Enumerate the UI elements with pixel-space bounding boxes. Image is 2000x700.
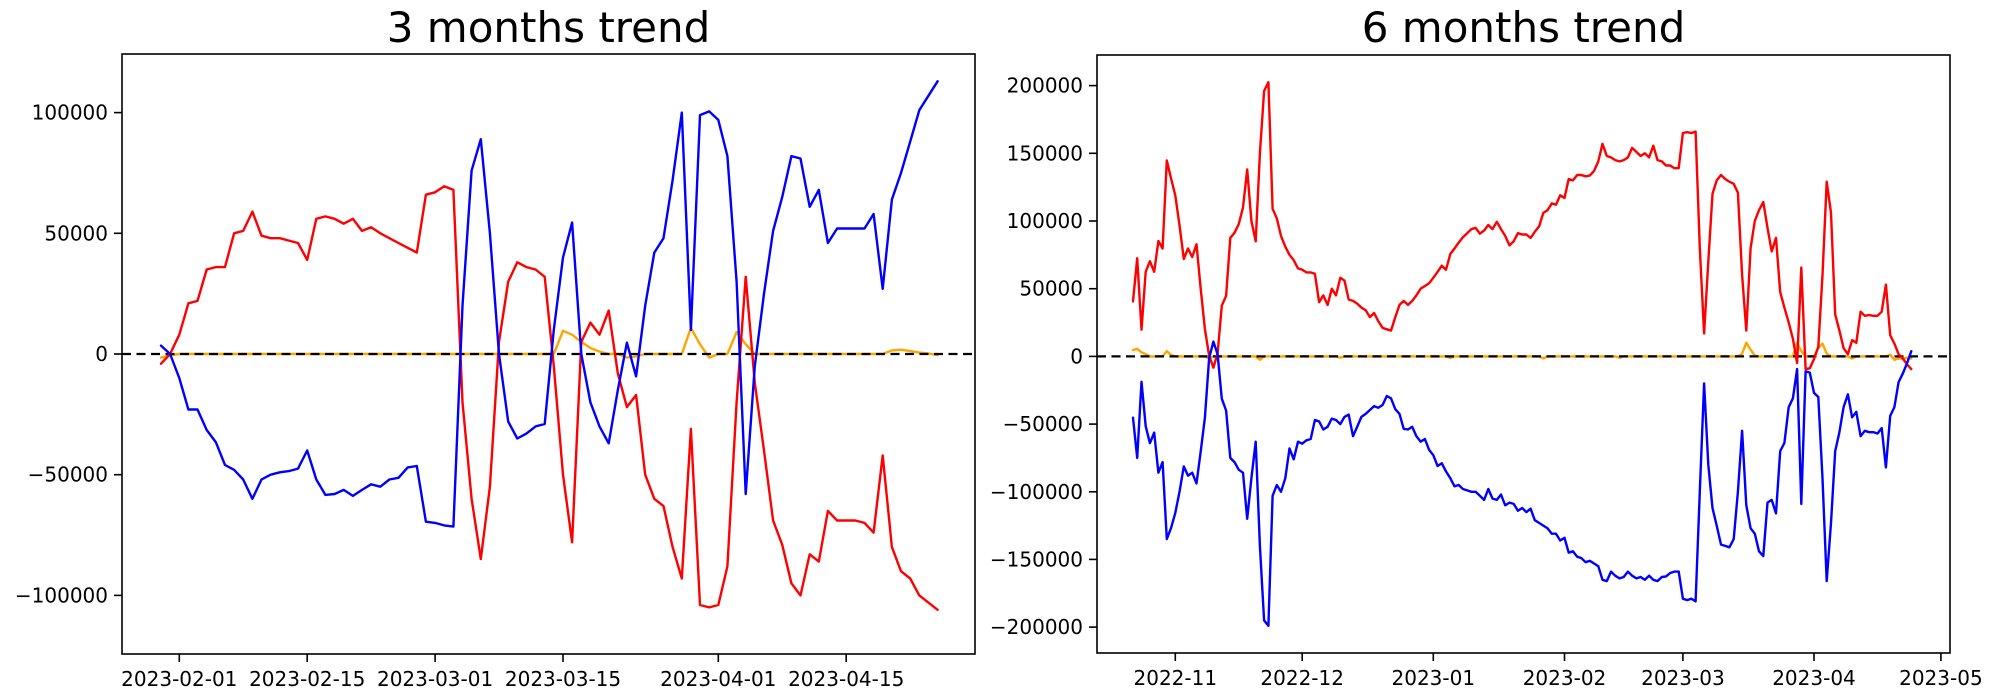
- chart-title-6-months: 6 months trend: [1361, 3, 1686, 52]
- y-tick-label: 0: [95, 342, 108, 366]
- x-tick-label: 2022-11: [1134, 666, 1218, 690]
- y-tick-label: 50000: [1019, 277, 1083, 301]
- x-tick-label: 2023-02-01: [121, 667, 237, 691]
- y-tick-label: 0: [1070, 344, 1083, 368]
- x-tick-label: 2023-01: [1392, 666, 1476, 690]
- y-tick-label: 100000: [1007, 209, 1083, 233]
- x-tick-label: 2022-12: [1260, 666, 1344, 690]
- x-tick-label: 2023-02-15: [249, 667, 365, 691]
- x-tick-label: 2023-04-15: [788, 667, 904, 691]
- y-tick-label: −100000: [15, 583, 108, 607]
- y-tick-label: −100000: [990, 480, 1083, 504]
- y-tick-label: −50000: [1003, 412, 1083, 436]
- series-red-line: [159, 185, 939, 611]
- y-tick-label: −50000: [28, 463, 108, 487]
- y-tick-label: 200000: [1007, 74, 1083, 98]
- y-tick-label: −200000: [990, 615, 1083, 639]
- x-tick-label: 2023-03-15: [505, 667, 621, 691]
- chart-3-months: 2023-02-01 2023-02-15 2023-03-01 2023-03-15…: [15, 53, 976, 691]
- series-blue-line: [1131, 340, 1913, 627]
- x-tick-label: 2023-04-01: [660, 667, 776, 691]
- x-tick-label: 2023-03-01: [377, 667, 493, 691]
- y-tick-label: 50000: [44, 221, 108, 245]
- y-tick-label: 150000: [1007, 141, 1083, 165]
- x-tick-label: 2023-05: [1899, 666, 1983, 690]
- x-tick-label: 2023-02: [1523, 666, 1607, 690]
- y-tick-label: −150000: [990, 547, 1083, 571]
- series-orange-line: [159, 326, 939, 359]
- chart-6-months: 2022-11 2022-12 2023-01 2023-02 2023-03 2023-…: [990, 54, 1983, 690]
- series-red-line: [1131, 80, 1913, 371]
- series-blue-line: [159, 80, 939, 528]
- chart-title-3-months: 3 months trend: [386, 3, 711, 52]
- plot-border: [1096, 54, 1951, 654]
- x-tick-label: 2023-04: [1772, 666, 1856, 690]
- x-tick-label: 2023-03: [1641, 666, 1725, 690]
- y-tick-label: 100000: [32, 101, 108, 125]
